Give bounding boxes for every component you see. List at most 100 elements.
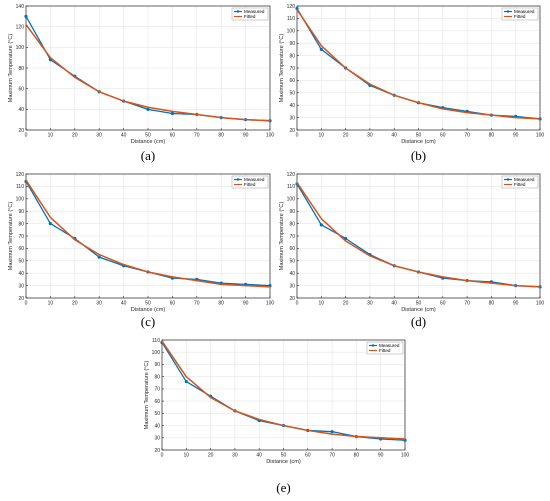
x-tick-label: 90 (378, 453, 384, 459)
x-tick-label: 60 (170, 301, 176, 307)
x-tick-label: 20 (72, 133, 78, 139)
x-tick-label: 40 (121, 301, 127, 307)
x-tick-label: 30 (96, 301, 102, 307)
y-tick-label: 50 (154, 411, 160, 417)
y-tick-label: 60 (18, 86, 24, 92)
y-tick-label: 120 (16, 24, 25, 30)
y-tick-label: 60 (289, 78, 295, 84)
y-tick-label: 120 (287, 172, 296, 178)
x-tick-label: 60 (305, 453, 311, 459)
x-tick-label: 90 (243, 133, 249, 139)
series-line-fitted (25, 24, 271, 122)
series-line-fitted (296, 182, 541, 288)
y-tick-label: 140 (16, 4, 25, 10)
panel-caption: (a) (141, 148, 155, 163)
y-tick-label: 20 (154, 448, 160, 454)
x-tick-label: 10 (48, 133, 54, 139)
x-tick-label: 70 (329, 453, 335, 459)
y-tick-label: 120 (287, 4, 296, 10)
y-tick-label: 110 (287, 184, 295, 190)
x-tick-label: 80 (218, 133, 224, 139)
x-tick-label: 20 (208, 453, 214, 459)
y-tick-label: 30 (289, 283, 295, 289)
x-tick-label: 40 (391, 301, 397, 307)
x-tick-label: 30 (232, 453, 238, 459)
y-tick-label: 100 (152, 350, 161, 356)
x-tick-label: 0 (296, 301, 299, 307)
series-line-fitted (161, 340, 406, 440)
legend-label-fitted: Fitted (514, 14, 526, 19)
chart-panel-d: 0 10 20 30 40 50 60 70 80 90 100 20 30 40 50 60 70 80 90 10… (279, 172, 544, 329)
series-line-fitted (25, 179, 271, 288)
x-tick-label: 50 (281, 453, 287, 459)
legend-label-measured: Measured (379, 343, 400, 348)
y-tick-label: 60 (289, 246, 295, 252)
y-tick-label: 50 (289, 91, 295, 97)
x-tick-label: 80 (489, 301, 495, 307)
x-tick-label: 0 (25, 133, 28, 139)
y-tick-label: 100 (16, 197, 25, 203)
x-axis-label: Distance (cm) (131, 139, 166, 145)
legend-label-measured: Measured (514, 177, 535, 182)
y-tick-label: 90 (18, 209, 24, 215)
y-tick-label: 30 (289, 115, 295, 121)
x-tick-label: 0 (25, 301, 28, 307)
y-tick-label: 50 (289, 259, 295, 265)
legend-marker-measured (506, 178, 510, 181)
x-axis-label: Distance (cm) (401, 139, 436, 145)
x-tick-label: 70 (194, 133, 200, 139)
legend-label-fitted: Fitted (244, 182, 256, 187)
x-tick-label: 60 (440, 301, 446, 307)
x-tick-label: 80 (218, 301, 224, 307)
legend-label-fitted: Fitted (514, 182, 526, 187)
y-tick-label: 40 (289, 271, 295, 277)
y-tick-label: 20 (18, 128, 24, 134)
y-tick-label: 20 (18, 296, 24, 302)
panel-caption: (b) (411, 148, 426, 163)
y-tick-label: 30 (154, 436, 160, 442)
data-point-measured (97, 255, 101, 259)
x-tick-label: 20 (343, 301, 349, 307)
y-tick-label: 60 (154, 399, 160, 405)
x-tick-label: 90 (243, 301, 249, 307)
y-tick-label: 60 (18, 246, 24, 252)
y-tick-label: 90 (154, 362, 160, 368)
data-point-measured (330, 430, 334, 434)
chart-panel-c: 0 10 20 30 40 50 60 70 80 90 100 20 30 40 50 60 70 80 90 10… (8, 172, 274, 329)
legend-label-measured: Measured (244, 9, 265, 14)
y-tick-label: 80 (154, 374, 160, 380)
x-tick-label: 10 (48, 301, 54, 307)
x-tick-label: 20 (343, 133, 349, 139)
x-tick-label: 90 (513, 133, 519, 139)
x-tick-label: 30 (367, 301, 373, 307)
y-tick-label: 50 (18, 259, 24, 265)
y-tick-label: 70 (289, 234, 295, 240)
x-tick-label: 40 (256, 453, 262, 459)
y-tick-label: 40 (18, 271, 24, 277)
y-tick-label: 90 (289, 209, 295, 215)
y-tick-label: 70 (18, 234, 24, 240)
x-tick-label: 50 (145, 301, 151, 307)
x-tick-label: 20 (72, 301, 78, 307)
x-tick-label: 100 (401, 453, 410, 459)
y-tick-label: 70 (154, 387, 160, 393)
chart-panel-b: 0 10 20 30 40 50 60 70 80 90 100 20 30 40 50 60 70 80 90 10… (279, 4, 544, 163)
x-tick-label: 90 (513, 301, 519, 307)
x-tick-label: 100 (266, 301, 275, 307)
y-tick-label: 100 (287, 197, 296, 203)
y-tick-label: 110 (287, 16, 295, 22)
data-point-measured (170, 111, 174, 116)
y-tick-label: 110 (152, 338, 160, 344)
panel-caption: (d) (411, 314, 426, 329)
y-tick-label: 100 (16, 45, 25, 51)
x-tick-label: 10 (319, 133, 325, 139)
panel-caption: (c) (141, 314, 155, 329)
legend-marker-measured (236, 10, 240, 13)
y-tick-label: 20 (289, 128, 295, 134)
x-tick-label: 0 (296, 133, 299, 139)
legend-label-measured: Measured (244, 177, 265, 182)
y-axis-label: Maximum Temperature (°C) (279, 202, 285, 271)
